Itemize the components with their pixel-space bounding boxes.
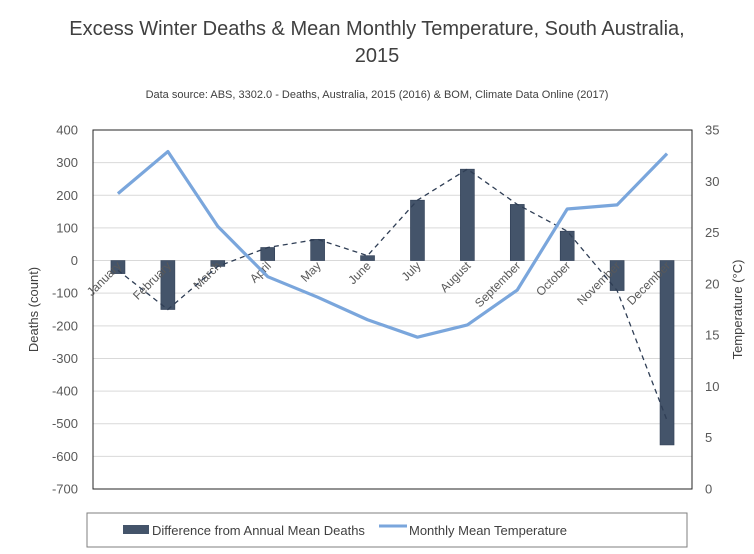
y-axis-title: Deaths (count) <box>26 267 41 352</box>
bar-august <box>460 168 475 261</box>
chart-subtitle: Data source: ABS, 3302.0 - Deaths, Austr… <box>145 89 609 101</box>
x-tick-label: April <box>247 259 274 286</box>
bar-july <box>410 199 425 261</box>
bar-september <box>509 204 525 261</box>
x-tick-label: June <box>345 259 374 288</box>
plot-frame <box>92 129 693 490</box>
bar-december <box>659 260 675 446</box>
legend-box <box>86 512 688 548</box>
y-tick-label: -200 <box>52 318 78 333</box>
x-tick-label: August <box>437 258 474 295</box>
y-tick-label: 200 <box>56 188 78 203</box>
y2-tick-label: 15 <box>705 328 719 343</box>
y2-tick-label: 25 <box>705 225 719 240</box>
y-tick-label: -400 <box>52 384 78 399</box>
legend-label-deaths: Difference from Annual Mean Deaths <box>152 523 365 538</box>
legend-label-temperature: Monthly Mean Temperature <box>409 523 567 538</box>
x-tick-label: March <box>190 259 223 292</box>
x-tick-label: May <box>298 259 324 285</box>
chart-title: Excess Winter Deaths & Mean Monthly Temp… <box>69 18 685 67</box>
y2-tick-label: 5 <box>705 430 712 445</box>
y-tick-label: -300 <box>52 351 78 366</box>
y-tick-label: 100 <box>56 220 78 235</box>
y2-tick-label: 35 <box>705 123 719 138</box>
bar-may <box>310 239 325 261</box>
y2-tick-label: 0 <box>705 482 712 497</box>
y2-axis-title: Temperature (°C) <box>730 260 745 360</box>
y-tick-label: -600 <box>52 449 78 464</box>
temperature-line <box>116 149 669 339</box>
y-tick-label: -700 <box>52 482 78 497</box>
y2-tick-label: 20 <box>705 276 719 291</box>
dashed-line <box>117 168 668 421</box>
y-tick-label: 0 <box>71 253 78 268</box>
bar-october <box>559 230 575 261</box>
y-tick-label: -500 <box>52 416 78 431</box>
bar-june <box>360 255 375 261</box>
y-tick-label: 300 <box>56 155 78 170</box>
y2-tick-label: 10 <box>705 379 719 394</box>
y2-tick-label: 30 <box>705 174 719 189</box>
bar-january <box>110 260 126 274</box>
legend-swatch-deaths <box>123 525 149 534</box>
x-tick-label: July <box>399 259 424 284</box>
y-tick-label: 400 <box>56 123 78 138</box>
y-tick-label: -100 <box>52 286 78 301</box>
